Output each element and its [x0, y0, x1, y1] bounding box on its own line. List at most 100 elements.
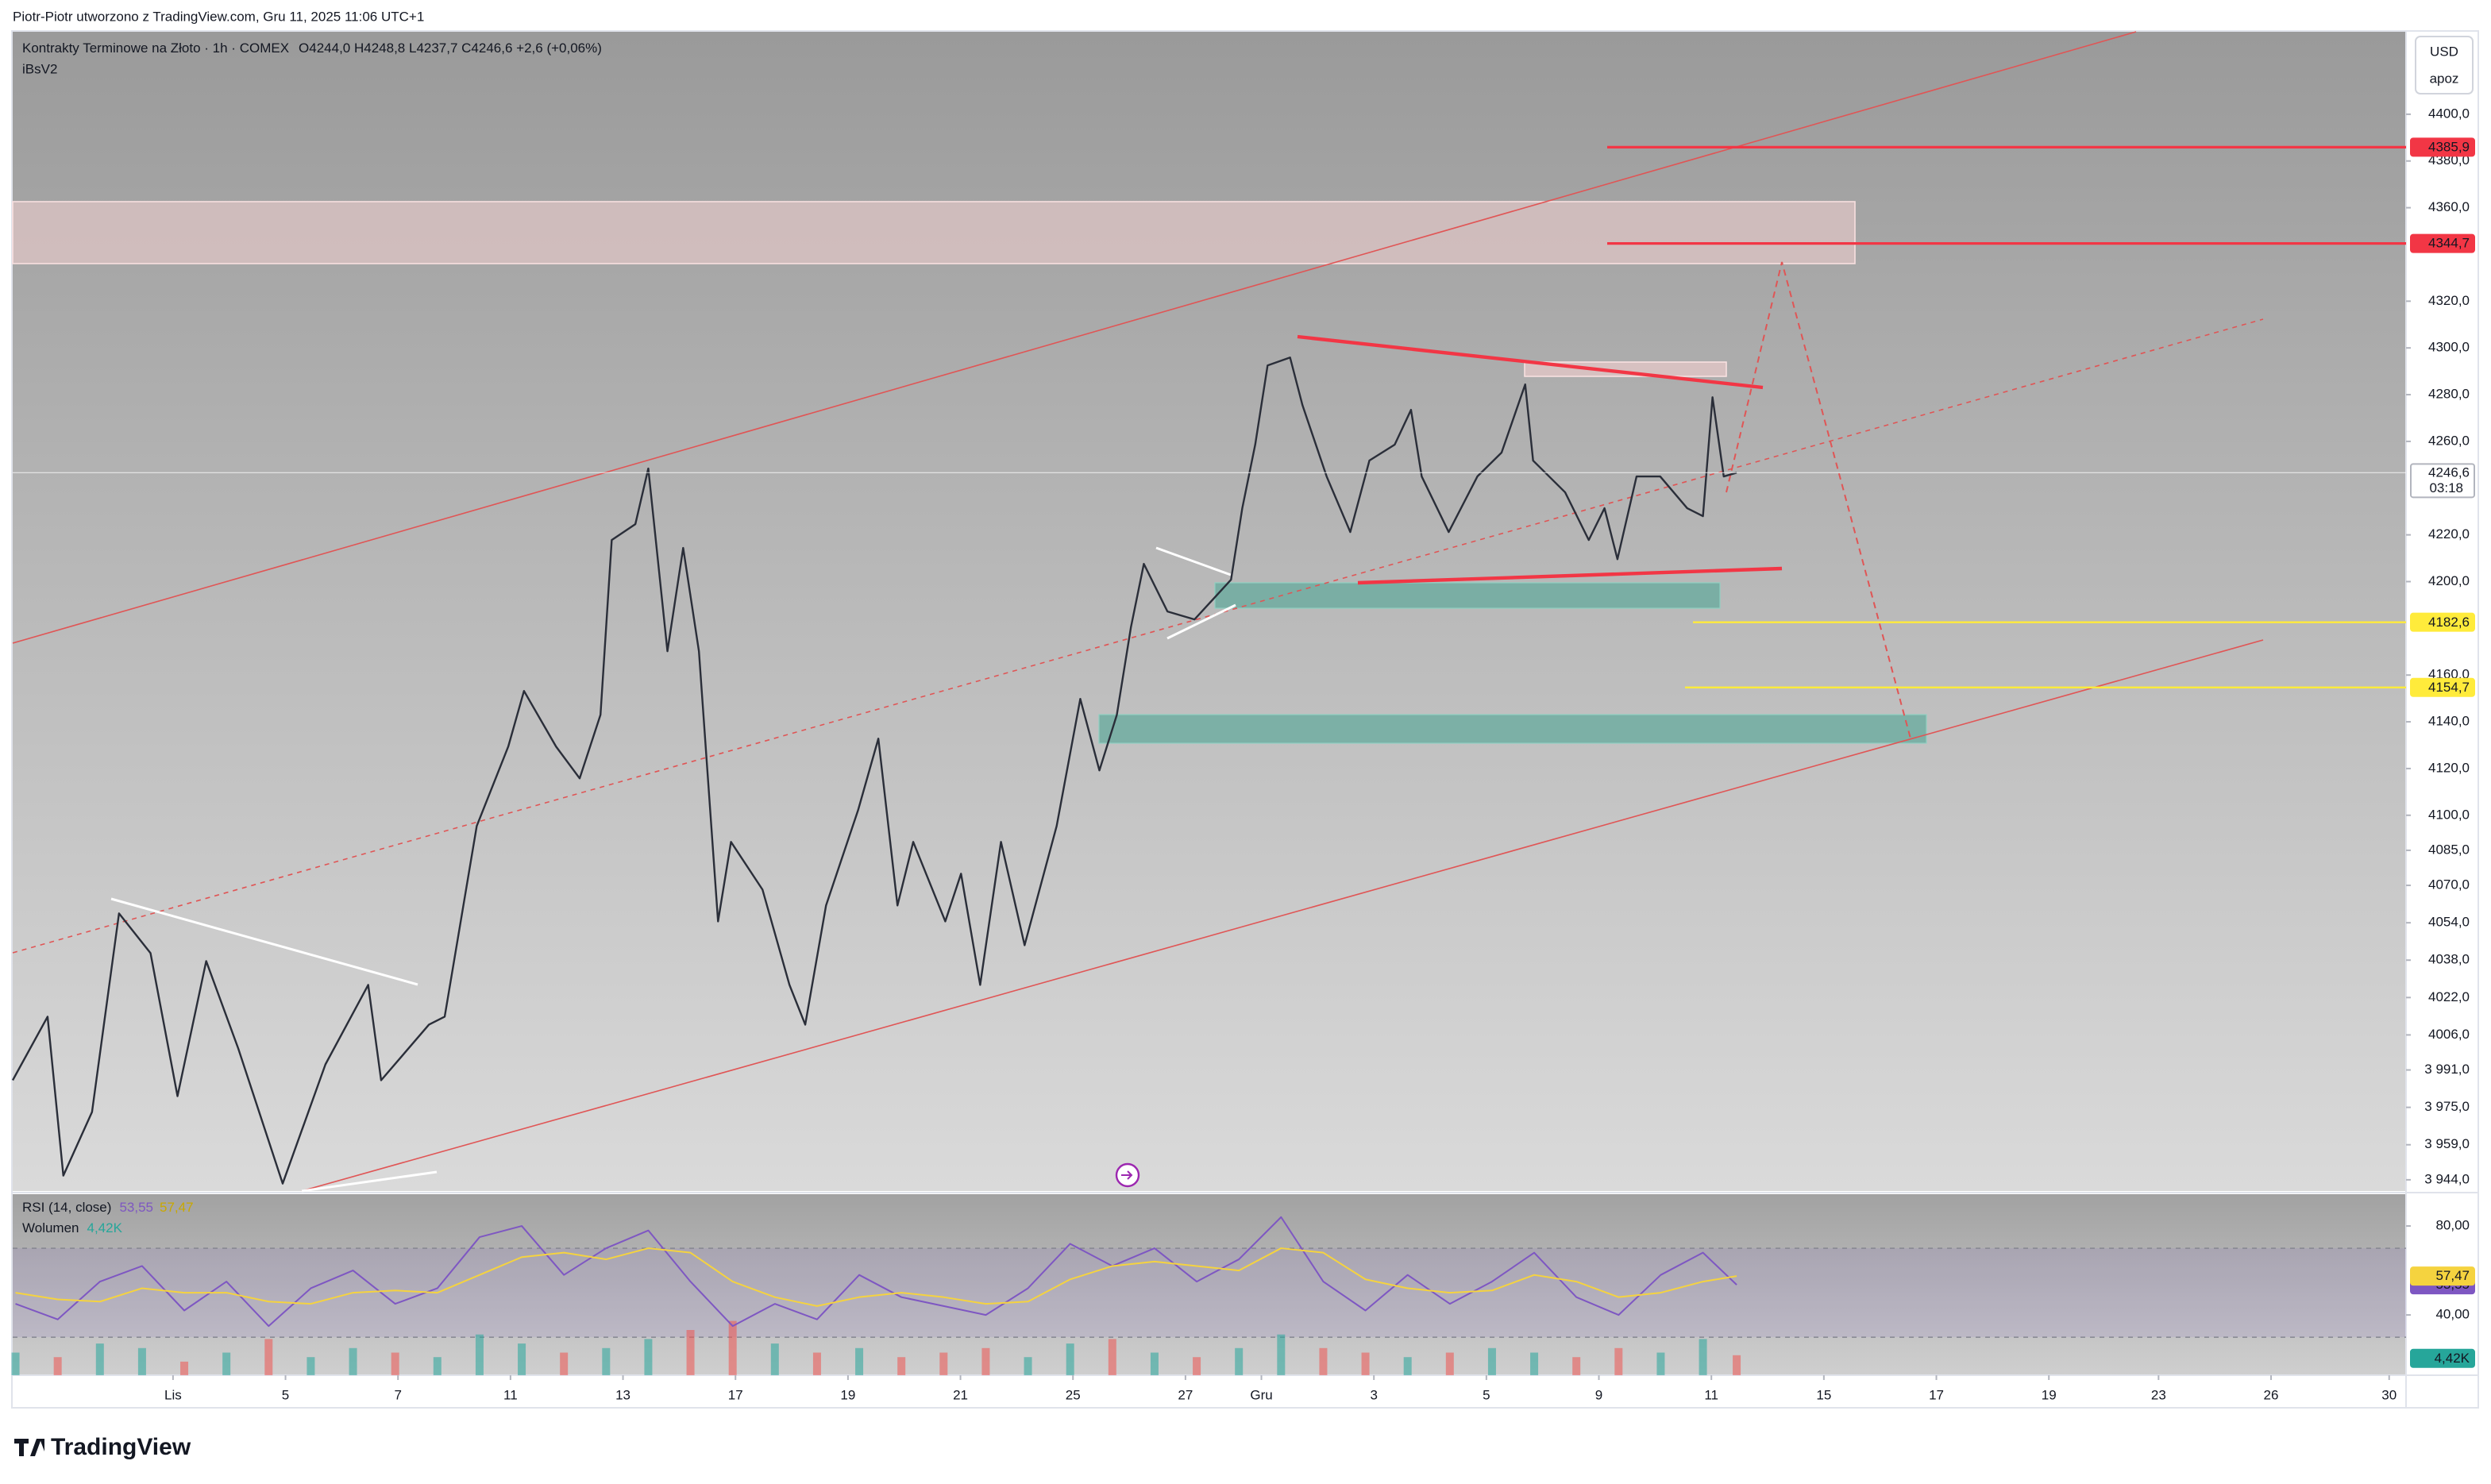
price-badge: [2410, 612, 2475, 632]
y-tick-label: 4054,0: [2428, 915, 2470, 930]
volume-bar: [264, 1339, 273, 1375]
y-tick-label: 4360,0: [2428, 199, 2470, 214]
rsi-title: RSI (14, close): [22, 1200, 111, 1215]
price-badge-label: 4,42K: [2435, 1351, 2470, 1366]
x-tick-label: 5: [282, 1387, 289, 1402]
volume-bar: [391, 1352, 399, 1375]
volume-bar: [939, 1352, 948, 1375]
price-badge: [2410, 1348, 2475, 1368]
drawings: [12, 31, 2264, 1193]
x-tick-label: 17: [728, 1387, 743, 1402]
y-tick-label: 4038,0: [2428, 952, 2470, 967]
x-tick-label: 13: [615, 1387, 630, 1402]
demand-zone: [1098, 714, 1927, 744]
axis-layer: 4400,04380,04360,04320,04300,04280,04260…: [164, 106, 2475, 1402]
volume-bar: [1487, 1347, 1496, 1375]
y-tick-label: 3 944,0: [2424, 1171, 2470, 1186]
price-badge: [2410, 463, 2475, 499]
x-tick-label: Gru: [1250, 1387, 1272, 1402]
volume-bar: [475, 1334, 484, 1375]
volume-bar: [1150, 1352, 1159, 1375]
x-tick-label: 11: [503, 1387, 518, 1402]
price-line: [11, 357, 1737, 1185]
volume-bar: [1066, 1343, 1074, 1375]
volume-bar: [602, 1347, 611, 1375]
triangle-upper: [1297, 334, 1764, 390]
x-tick-label: 19: [2042, 1387, 2057, 1402]
y-tick-label: 4006,0: [2428, 1027, 2470, 1042]
countdown: 03:18: [2429, 480, 2463, 495]
trend-line: [1155, 546, 1232, 576]
volume-bar: [1024, 1357, 1032, 1375]
y-tick-label: 40,00: [2435, 1307, 2470, 1322]
x-tick-label: 9: [1595, 1387, 1602, 1402]
y-tick-label: 4280,0: [2428, 387, 2470, 402]
y-tick-label: 4100,0: [2428, 807, 2470, 822]
volume-bar: [1319, 1347, 1328, 1375]
volume-bar: [897, 1357, 906, 1375]
demand-zone: [1214, 582, 1721, 609]
rsi-line: [15, 1216, 1737, 1328]
y-tick-label: 4260,0: [2428, 433, 2470, 448]
price-badge: [2410, 1266, 2475, 1286]
volume-bar: [1108, 1339, 1116, 1375]
x-tick-label: 23: [2151, 1387, 2166, 1402]
volume-bar: [1235, 1347, 1244, 1375]
price-badge-label: 57,47: [2435, 1268, 2470, 1283]
volume-bar: [1614, 1347, 1623, 1375]
logo-text: TradingView: [51, 1434, 191, 1460]
x-tick-label: 21: [953, 1387, 968, 1402]
channel-upper: [12, 31, 2137, 644]
x-tick-label: 25: [1066, 1387, 1081, 1402]
main-legend: Kontrakty Terminowe na Złoto · 1h · COME…: [22, 40, 602, 56]
series-layer: [11, 145, 2406, 1375]
x-tick-label: 30: [2381, 1387, 2397, 1402]
supply-zone: [12, 201, 1856, 264]
volume-bar: [1656, 1352, 1665, 1375]
rsi-ma-value: 57,47: [160, 1200, 194, 1215]
y-tick-label: 4200,0: [2428, 573, 2470, 588]
currency-box[interactable]: [2415, 36, 2474, 94]
x-tick-label: 3: [1370, 1387, 1377, 1402]
x-tick-label: 26: [2264, 1387, 2279, 1402]
price-badge-label: 4154,7: [2428, 680, 2470, 695]
volume-bar: [686, 1330, 695, 1375]
symbol-title: Kontrakty Terminowe na Złoto · 1h · COME…: [22, 40, 289, 56]
y-tick-label: 4220,0: [2428, 526, 2470, 542]
volume-bar: [518, 1343, 526, 1375]
y-tick-label: 4070,0: [2428, 877, 2470, 892]
volume-bar: [1403, 1357, 1412, 1375]
volume-bar: [222, 1352, 231, 1375]
y-tick-label: 4400,0: [2428, 106, 2470, 121]
x-tick-label: 15: [1816, 1387, 1831, 1402]
x-tick-label: 11: [1704, 1387, 1718, 1402]
rsi-line: [15, 1247, 1737, 1307]
price-badge: [2410, 233, 2475, 253]
y-tick-label: 4140,0: [2428, 714, 2470, 729]
x-tick-label: 5: [1483, 1387, 1490, 1402]
volume-value: 4,42K: [87, 1220, 123, 1235]
rsi-legend: RSI (14, close) 53,55 57,47: [22, 1200, 194, 1215]
trend-line: [1166, 603, 1236, 640]
price-badge-label: 4385,9: [2428, 139, 2470, 154]
price-badge: [2410, 677, 2475, 697]
y-tick-label: 4320,0: [2428, 293, 2470, 308]
channel-lower: [301, 639, 2264, 1192]
projection-path: [1726, 261, 1911, 739]
volume-bar: [1445, 1352, 1454, 1375]
indicator-name: iBsV2: [22, 61, 57, 76]
x-tick-label: 19: [840, 1387, 855, 1402]
replay-icon-arrow: [1121, 1170, 1133, 1180]
volume-bar: [1361, 1352, 1370, 1375]
trend-line: [110, 897, 418, 986]
x-tick-label: 17: [1929, 1387, 1944, 1402]
volume-bar: [1733, 1355, 1741, 1375]
volume-bar: [1699, 1339, 1707, 1375]
volume-bar: [433, 1357, 442, 1375]
volume-bar: [981, 1347, 990, 1375]
x-tick-label: 27: [1178, 1387, 1193, 1402]
x-tick-label: Lis: [164, 1387, 182, 1402]
trend-line: [301, 1170, 438, 1193]
